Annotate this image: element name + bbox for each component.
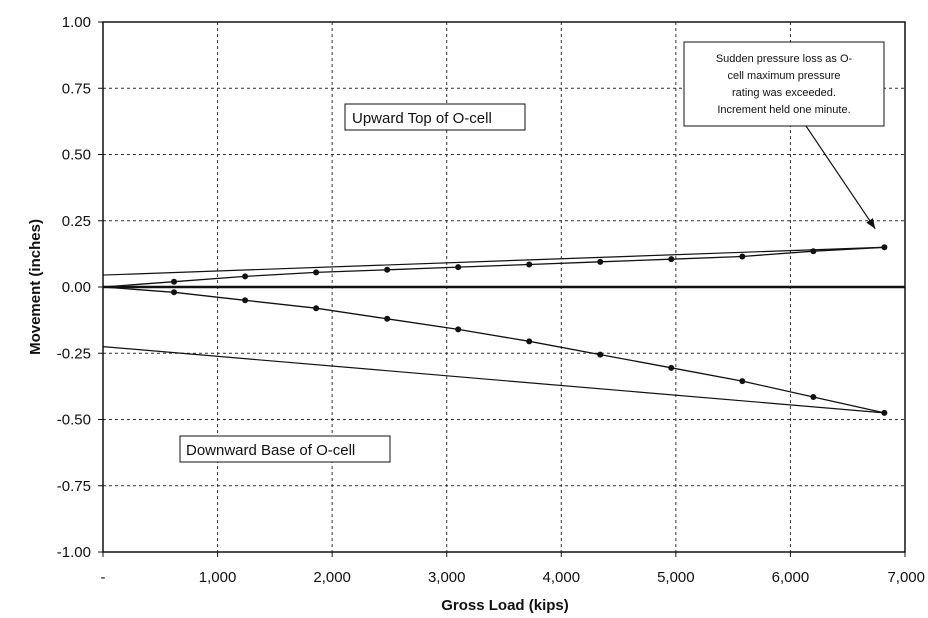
note-arrow-line [805,125,876,230]
reference-lines [102,246,885,414]
x-tick-label: 7,000 [887,569,925,586]
downward-point [739,378,746,385]
y-tick-label: 0.75 [62,80,91,97]
x-tick-label: - [101,569,106,586]
upward-point [739,253,746,260]
upward-point [668,256,675,263]
note-line-1: Sudden pressure loss as O- [716,53,853,65]
downward-point [242,297,249,304]
y-tick-label: -0.25 [57,345,91,362]
note-line-3: rating was exceeded. [732,87,836,99]
note-arrow-head [866,218,876,229]
x-tick-label: 1,000 [199,569,237,586]
x-tick-label: 2,000 [313,569,351,586]
upward-point [242,273,249,280]
upward-point [455,264,462,271]
downward-point [171,289,178,296]
note-line-2: cell maximum pressure [727,70,840,82]
downward-point [668,364,675,371]
y-tick-label: 0.25 [62,213,91,230]
downward-point [597,351,604,358]
y-tick-label: 0.00 [62,279,91,296]
note-frame [683,41,885,127]
x-tick-label: 6,000 [772,569,810,586]
y-tick-label: -0.75 [57,478,91,495]
y-axis-title: Movement (inches) [27,219,44,355]
downward-point [810,393,817,400]
series-lines [102,246,885,414]
note-line-4: Increment held one minute. [717,104,850,116]
upward-point [597,258,604,265]
downward-point [881,409,888,416]
upward-point [526,261,533,268]
x-axis-title: Gross Load (kips) [441,597,569,614]
downward-label: Downward Base of O-cell [186,442,355,459]
downward-point [526,338,533,345]
x-tick-label: 3,000 [428,569,466,586]
reference-line [102,246,885,276]
upward-series-line [102,246,885,288]
upward-point [881,244,888,251]
note-arrow [805,125,876,230]
downward-point [313,305,320,312]
y-tick-label: -0.50 [57,412,91,429]
x-tick-label: 5,000 [657,569,695,586]
downward-point [455,326,462,333]
reference-line [102,346,885,414]
downward-label-box: Downward Base of O-cell [179,435,391,463]
y-tick-label: 1.00 [62,14,91,31]
note-box: Sudden pressure loss as O- cell maximum … [683,41,885,127]
y-tick-labels: 1.00 0.75 0.50 0.25 0.00 -0.25 -0.50 -0.75 -1.00 [57,14,103,561]
downward-point [384,315,391,322]
x-tick-label: 4,000 [543,569,581,586]
y-tick-label: 0.50 [62,147,91,164]
upward-point [384,266,391,273]
upward-label: Upward Top of O-cell [352,110,492,127]
downward-series-line [102,286,885,414]
upward-point [810,248,817,255]
series-points [171,244,888,416]
downward-label-frame [179,435,391,463]
upward-point [313,269,320,276]
upward-label-frame [344,103,526,131]
upward-label-box: Upward Top of O-cell [344,103,526,131]
x-tick-labels: - 1,000 2,000 3,000 4,000 5,000 6,000 7,000 [101,552,925,586]
upward-point [171,278,178,285]
y-tick-label: -1.00 [57,544,91,561]
